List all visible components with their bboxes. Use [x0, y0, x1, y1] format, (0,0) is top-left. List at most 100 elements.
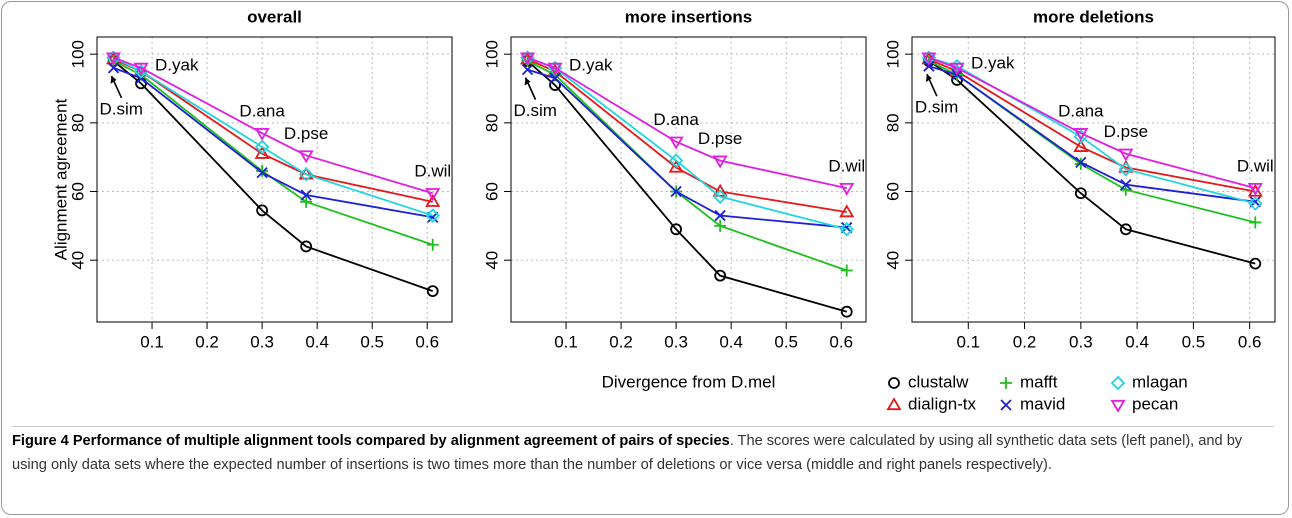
legend-label: dialign-tx	[908, 394, 977, 413]
annotation: D.pse	[698, 129, 742, 148]
series-line	[527, 56, 847, 189]
series-line	[113, 56, 434, 217]
y-tick-label: 80	[883, 113, 902, 132]
marker	[839, 222, 855, 237]
annotation: D.ana	[653, 110, 699, 129]
marker	[888, 377, 900, 389]
series-line	[113, 56, 433, 195]
marker	[1000, 399, 1012, 411]
marker	[1073, 139, 1089, 152]
marker	[712, 155, 728, 169]
annotation: D.yak	[569, 55, 613, 74]
annotation: D.ana	[239, 102, 285, 121]
marker	[298, 150, 314, 164]
marker	[1074, 187, 1087, 200]
legend-label: clustalw	[908, 372, 969, 391]
marker	[254, 128, 270, 141]
y-axis-label: Alignment agreement	[51, 98, 70, 260]
marker	[670, 185, 682, 198]
marker	[1248, 196, 1263, 211]
x-tick-label: 0.3	[250, 332, 274, 351]
marker	[1249, 216, 1262, 229]
x-tick-label: 0.4	[305, 332, 329, 351]
annotation-arrowhead	[110, 75, 117, 84]
x-tick-label: 0.1	[140, 332, 164, 351]
annotation: D.pse	[1104, 122, 1148, 141]
marker	[1118, 148, 1134, 162]
marker	[300, 240, 313, 253]
series-line	[928, 56, 1256, 205]
marker	[254, 139, 270, 155]
series-line	[928, 56, 1256, 189]
figure: overall 40 60 80 100 0.1 0.2 0.3 0.4 0.5 0.6 Alignm…	[51, 7, 1276, 413]
marker	[300, 189, 312, 201]
panel-title: overall	[247, 7, 302, 26]
marker	[1110, 399, 1126, 413]
marker	[923, 60, 935, 72]
y-tick-label: 100	[883, 40, 902, 68]
x-tick-label: 0.3	[1069, 332, 1093, 351]
annotation: D.ana	[1058, 102, 1104, 121]
y-tick-label: 80	[482, 113, 501, 132]
marker	[839, 204, 855, 218]
marker	[839, 182, 855, 196]
y-tick-label: 40	[482, 251, 501, 270]
marker	[886, 397, 902, 411]
marker	[519, 52, 536, 66]
marker	[668, 153, 684, 168]
x-tick-label: 0.3	[664, 332, 688, 351]
marker	[425, 188, 441, 202]
y-tick-label: 60	[883, 182, 902, 201]
annotation: D.yak	[971, 54, 1015, 73]
marker	[256, 204, 269, 217]
y-tick-label: 80	[68, 113, 87, 132]
x-tick-label: 0.4	[1125, 332, 1149, 351]
caption-title: Performance of multiple alignment tools …	[72, 433, 730, 449]
annotation: D.yak	[155, 55, 199, 74]
caption-label: Figure 4	[12, 433, 69, 449]
marker	[714, 269, 727, 282]
x-tick-label: 0.2	[609, 332, 633, 351]
series-line	[928, 60, 1256, 265]
series-line	[526, 60, 847, 313]
y-tick-label: 100	[482, 40, 501, 68]
annotation: D.wil	[414, 162, 451, 181]
marker	[668, 159, 684, 173]
marker	[1075, 156, 1087, 168]
series-line	[527, 60, 848, 272]
marker	[1119, 223, 1132, 236]
marker	[298, 167, 314, 182]
annotation: D.sim	[100, 99, 143, 118]
caption: Figure 4 Performance of multiple alignme…	[12, 426, 1274, 477]
y-tick-label: 100	[68, 40, 87, 68]
x-tick-label: 0.5	[774, 332, 798, 351]
x-tick-label: 0.5	[1182, 332, 1206, 351]
x-tick-label: 0.5	[360, 332, 384, 351]
marker	[949, 62, 965, 76]
marker	[1000, 377, 1012, 389]
y-tick-label: 60	[482, 182, 501, 201]
x-tick-label: 0.1	[956, 332, 980, 351]
panel-title: more insertions	[625, 7, 753, 26]
plot-frame	[510, 36, 867, 323]
marker	[1073, 128, 1089, 141]
marker	[426, 285, 439, 297]
marker	[1110, 375, 1126, 391]
x-tick-label: 0.1	[554, 332, 578, 351]
series-line	[928, 58, 1256, 193]
y-tick-label: 40	[883, 251, 902, 270]
annotation: D.pse	[284, 124, 328, 143]
marker	[107, 62, 120, 74]
marker	[425, 208, 441, 223]
x-tick-label: 0.6	[1238, 332, 1262, 351]
marker	[840, 264, 853, 277]
marker	[1120, 179, 1132, 191]
x-tick-label: 0.2	[1013, 332, 1037, 351]
marker	[840, 305, 853, 318]
legend-label: mafft	[1020, 372, 1058, 391]
marker	[254, 145, 270, 159]
annotation: D.sim	[514, 101, 557, 120]
x-tick-label: 0.2	[195, 332, 219, 351]
marker	[300, 195, 313, 208]
marker	[714, 209, 726, 222]
